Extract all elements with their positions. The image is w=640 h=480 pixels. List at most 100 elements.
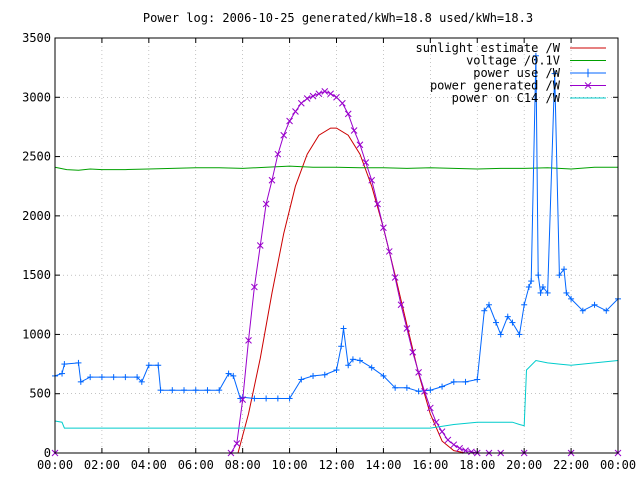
data-point-power-use-w [138,378,145,385]
data-point-power-generated-w [321,88,329,95]
data-point-power-generated-w [251,283,258,291]
data-point-power-use-w [509,319,516,326]
data-point-power-generated-w [297,99,305,107]
data-point-power-generated-w [450,441,458,449]
data-point-power-generated-w [333,93,340,101]
x-tick-label: 18:00 [459,458,495,472]
data-point-power-use-w [61,361,68,368]
legend-label-power-generated-w: power generated /W [430,79,561,93]
data-point-power-use-w [216,387,223,394]
y-tick-label: 500 [29,387,51,401]
data-point-power-use-w [481,307,488,314]
data-point-power-generated-w [426,404,434,412]
y-tick-label: 1500 [22,268,51,282]
data-point-power-use-w [579,307,586,314]
data-point-power-use-w [77,378,84,385]
legend-label-power-on-c14-w: power on C14 /W [452,91,561,105]
data-point-power-generated-w [362,159,370,166]
data-point-power-generated-w [350,127,358,134]
data-point-power-generated-w [274,150,282,158]
data-point-power-use-w [98,374,105,381]
data-point-power-use-w [230,372,237,379]
data-point-power-use-w [321,371,328,378]
data-point-power-generated-w [315,90,323,98]
data-point-power-use-w [145,362,152,369]
data-point-power-generated-w [438,428,446,436]
data-point-power-use-w [333,367,340,373]
y-tick-label: 3500 [22,31,51,45]
data-point-power-generated-w [292,108,299,115]
data-point-power-use-w [356,357,363,364]
data-point-power-use-w [368,364,375,371]
data-point-power-use-w [539,284,546,290]
data-point-power-use-w [157,387,164,394]
data-point-power-use-w [537,289,544,296]
y-tick-label: 0 [44,446,51,460]
data-point-power-use-w [485,301,492,308]
data-point-power-use-w [561,266,568,273]
series-line-voltage-0-1v [54,165,618,171]
data-point-power-use-w [75,359,82,366]
data-point-power-use-w [535,272,542,279]
data-point-power-generated-w [380,224,387,232]
data-point-power-use-w [134,374,141,381]
data-point-power-use-w [462,378,469,385]
data-point-power-generated-w [256,242,264,249]
data-point-power-generated-w [309,92,317,100]
data-point-power-generated-w [233,440,241,447]
data-point-power-use-w [450,378,457,385]
data-point-power-use-w [192,387,199,394]
data-point-power-use-w [274,395,281,402]
data-point-power-use-w [122,374,129,381]
data-point-power-use-w [516,331,523,338]
data-point-power-use-w [263,395,270,402]
data-point-power-use-w [310,372,317,379]
data-point-power-use-w [497,331,504,338]
data-point-power-generated-w [409,348,417,356]
data-point-power-use-w [286,395,293,402]
data-point-power-use-w [591,301,598,308]
y-tick-label: 1000 [22,327,51,341]
data-point-power-use-w [392,384,399,391]
plot-area [51,52,622,457]
data-point-power-generated-w [303,95,311,102]
data-point-power-use-w [544,289,551,296]
legend-label-voltage-0-1v: voltage /0.1V [466,54,560,68]
y-tick-label: 2500 [22,150,51,164]
data-point-power-generated-w [415,369,422,376]
x-tick-label: 12:00 [318,458,354,472]
y-tick-label: 3000 [22,90,51,104]
data-point-power-generated-w [456,444,464,452]
data-point-power-use-w [155,362,162,369]
data-point-power-use-w [338,343,345,350]
data-point-power-use-w [204,387,211,394]
data-point-power-use-w [528,278,535,285]
data-point-power-generated-w [286,117,293,125]
data-point-power-use-w [298,376,305,383]
data-point-power-generated-w [245,337,252,344]
data-point-power-use-w [532,52,539,59]
data-point-power-use-w [340,325,347,332]
data-point-power-generated-w [432,418,440,426]
data-point-power-use-w [415,388,422,395]
data-point-power-use-w [59,370,66,377]
data-point-power-generated-w [468,448,475,456]
data-point-power-generated-w [444,436,452,444]
data-point-power-use-w [345,362,352,369]
series-line-sunlight-estimate-w [237,127,466,454]
data-point-power-generated-w [268,176,276,184]
data-point-power-generated-w [344,110,352,118]
x-tick-label: 00:00 [37,458,73,472]
x-tick-label: 22:00 [553,458,589,472]
x-tick-label: 06:00 [178,458,214,472]
series-line-power-use-w [54,55,619,400]
data-point-power-generated-w [391,274,399,281]
data-point-power-generated-w [368,176,376,184]
data-point-power-generated-w [397,301,405,309]
x-tick-label: 04:00 [131,458,167,472]
x-tick-label: 16:00 [412,458,448,472]
data-point-power-use-w [87,374,94,381]
x-tick-label: 10:00 [272,458,308,472]
